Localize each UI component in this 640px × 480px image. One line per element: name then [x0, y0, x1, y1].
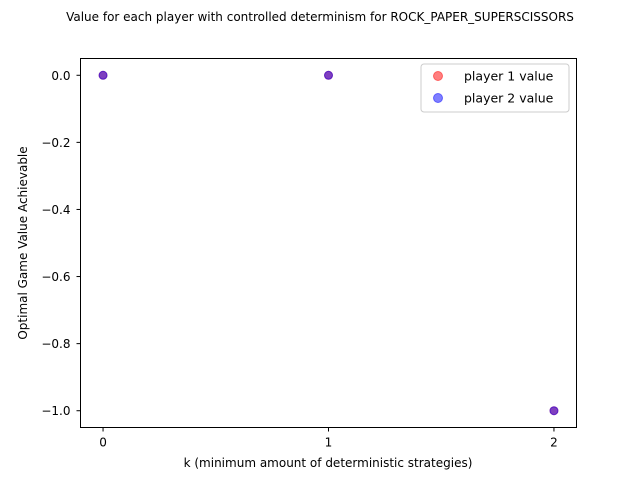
x-tick-label: 2: [550, 436, 558, 450]
x-tick-label: 0: [99, 436, 107, 450]
tick-group: 0 1 2 0.0 −0.2 −0.4 −0.6 −0.8 −1.0: [41, 69, 557, 450]
legend-label-player-2: player 2 value: [464, 91, 554, 106]
y-tick-label: −0.6: [41, 270, 70, 284]
y-tick-label: −1.0: [41, 404, 70, 418]
data-points: [98, 70, 559, 416]
legend-box: [420, 63, 570, 113]
legend-marker-player-2: [433, 93, 443, 103]
y-tick-label: −0.4: [41, 203, 70, 217]
chart-title: Value for each player with controlled de…: [66, 10, 574, 24]
plot-frame: [80, 58, 577, 428]
y-tick-label: −0.8: [41, 337, 70, 351]
y-tick-label: −0.2: [41, 136, 70, 150]
data-point-player-2: [549, 406, 559, 416]
legend: player 1 value player 2 value: [420, 63, 570, 113]
legend-marker-player-1: [433, 71, 443, 81]
data-point-player-2: [324, 70, 333, 80]
x-axis-label: k (minimum amount of deterministic strat…: [184, 456, 473, 470]
x-tick-label: 1: [325, 436, 333, 450]
data-point-player-2: [98, 70, 108, 80]
y-axis-label: Optimal Game Value Achievable: [16, 146, 30, 339]
y-tick-label: 0.0: [51, 69, 70, 83]
legend-label-player-1: player 1 value: [464, 69, 554, 84]
